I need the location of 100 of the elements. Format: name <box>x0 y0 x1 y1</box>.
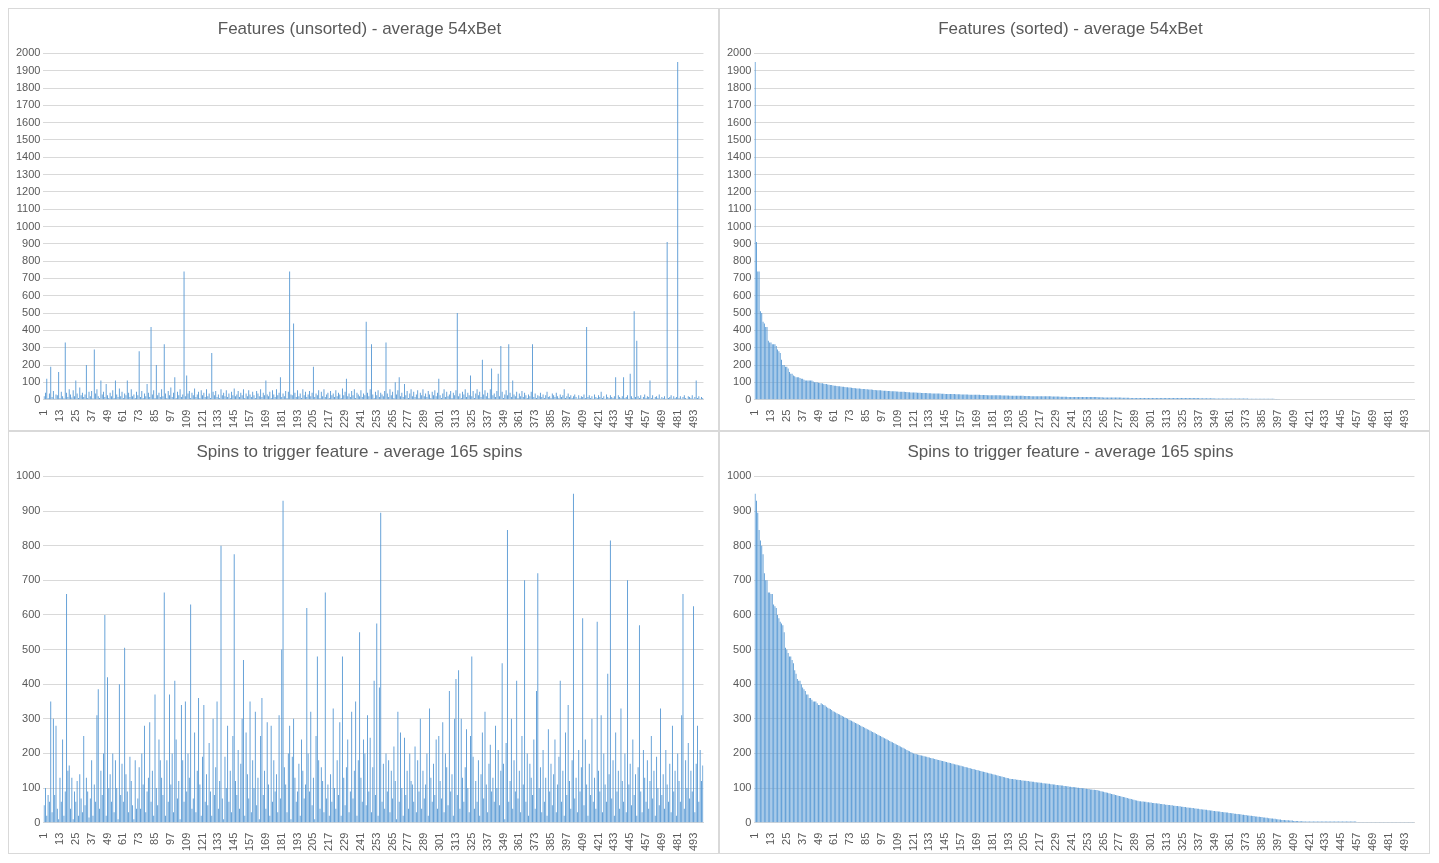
y-tick-label: 100 <box>733 375 752 388</box>
x-tick-label: 157 <box>954 832 967 852</box>
y-tick-label: 600 <box>22 288 41 301</box>
x-tick-label: 277 <box>1112 832 1125 852</box>
y-tick-label: 700 <box>22 573 41 586</box>
x-tick-label: 385 <box>1255 832 1268 852</box>
x-tick-label: 121 <box>195 832 208 852</box>
x-tick-label: 433 <box>607 409 620 429</box>
x-tick-label: 181 <box>985 409 998 429</box>
x-tick-label: 241 <box>1064 832 1077 852</box>
x-tick-label: 397 <box>1270 409 1283 429</box>
x-tick-label: 445 <box>623 832 636 852</box>
x-tick-label: 241 <box>1064 409 1077 429</box>
x-tick-label: 145 <box>227 832 240 852</box>
x-tick-label: 313 <box>1159 409 1172 429</box>
x-tick-label: 25 <box>68 409 81 422</box>
x-tick-label: 169 <box>969 409 982 429</box>
x-tick-label: 145 <box>227 409 240 429</box>
x-tick-label: 145 <box>938 832 951 852</box>
x-tick-label: 409 <box>575 409 588 429</box>
x-tick-label: 61 <box>827 832 840 845</box>
y-tick-label: 1900 <box>726 63 752 76</box>
x-tick-label: 217 <box>1033 832 1046 852</box>
x-tick-label: 229 <box>338 409 351 429</box>
y-tick-label: 1300 <box>15 167 41 180</box>
x-tick-label: 457 <box>639 409 652 429</box>
chart-title: Features (sorted) - average 54xBet <box>938 18 1204 38</box>
x-tick-label: 433 <box>1318 409 1331 429</box>
y-tick-label: 1800 <box>726 81 752 94</box>
x-tick-label: 301 <box>1144 409 1157 429</box>
y-tick-label: 1600 <box>726 115 752 128</box>
x-tick-label: 253 <box>369 832 382 852</box>
y-tick-label: 900 <box>733 236 752 249</box>
x-tick-label: 469 <box>1365 409 1378 429</box>
x-tick-label: 421 <box>1302 832 1315 852</box>
y-tick-label: 300 <box>22 711 41 724</box>
x-tick-label: 433 <box>1318 832 1331 852</box>
x-tick-label: 73 <box>843 832 856 845</box>
x-tick-label: 325 <box>1175 832 1188 852</box>
x-tick-label: 421 <box>591 409 604 429</box>
x-tick-label: 481 <box>670 409 683 429</box>
y-tick-label: 700 <box>22 271 41 284</box>
y-tick-label: 100 <box>22 375 41 388</box>
x-tick-label: 13 <box>53 832 65 845</box>
x-tick-label: 349 <box>496 832 509 852</box>
x-tick-label: 37 <box>795 832 808 845</box>
x-tick-label: 13 <box>764 832 776 845</box>
x-tick-label: 205 <box>1017 409 1030 429</box>
x-tick-label: 217 <box>322 409 335 429</box>
x-tick-label: 313 <box>448 832 461 852</box>
y-tick-label: 900 <box>22 236 41 249</box>
x-tick-label: 469 <box>654 409 667 429</box>
x-tick-label: 217 <box>322 832 335 852</box>
x-tick-label: 325 <box>464 409 477 429</box>
x-tick-label: 409 <box>1286 409 1299 429</box>
x-tick-label: 289 <box>1128 409 1141 429</box>
x-tick-label: 25 <box>68 832 81 845</box>
x-tick-label: 37 <box>84 832 97 845</box>
y-tick-label: 1700 <box>15 98 41 111</box>
x-tick-label: 457 <box>1350 832 1363 852</box>
x-tick-label: 349 <box>1207 832 1220 852</box>
x-tick-label: 241 <box>353 832 366 852</box>
y-tick-label: 800 <box>22 254 41 267</box>
x-tick-label: 397 <box>559 409 572 429</box>
y-tick-label: 1200 <box>15 184 41 197</box>
x-tick-label: 337 <box>480 832 493 852</box>
y-tick-label: 700 <box>733 573 752 586</box>
y-tick-label: 1100 <box>727 202 752 215</box>
x-tick-label: 349 <box>496 409 509 429</box>
y-tick-label: 200 <box>22 358 41 371</box>
x-tick-label: 337 <box>1191 409 1204 429</box>
x-tick-label: 97 <box>874 409 887 422</box>
x-tick-label: 361 <box>1223 409 1236 429</box>
y-tick-label: 200 <box>22 746 41 759</box>
y-tick-label: 0 <box>34 815 41 828</box>
x-tick-label: 121 <box>195 409 208 429</box>
y-tick-label: 700 <box>733 271 752 284</box>
y-tick-label: 300 <box>733 340 752 353</box>
x-tick-label: 229 <box>338 832 351 852</box>
x-tick-label: 253 <box>1080 409 1093 429</box>
y-tick-label: 1600 <box>15 115 41 128</box>
x-tick-label: 133 <box>922 409 935 429</box>
x-tick-label: 397 <box>1270 832 1283 852</box>
x-tick-label: 409 <box>1286 832 1299 852</box>
y-tick-label: 1500 <box>726 132 752 145</box>
y-tick-label: 100 <box>733 781 752 794</box>
x-tick-label: 385 <box>544 409 557 429</box>
x-tick-label: 73 <box>132 409 145 422</box>
y-tick-label: 600 <box>733 607 752 620</box>
x-tick-label: 193 <box>290 409 303 429</box>
y-tick-label: 300 <box>733 711 752 724</box>
y-tick-label: 300 <box>22 340 41 353</box>
x-tick-label: 469 <box>654 832 667 852</box>
x-tick-label: 157 <box>243 832 256 852</box>
x-tick-label: 1 <box>37 832 50 839</box>
x-tick-label: 13 <box>764 409 776 422</box>
x-tick-label: 325 <box>464 832 477 852</box>
x-tick-label: 169 <box>258 409 271 429</box>
x-tick-label: 181 <box>274 832 287 852</box>
x-tick-label: 193 <box>1001 409 1014 429</box>
